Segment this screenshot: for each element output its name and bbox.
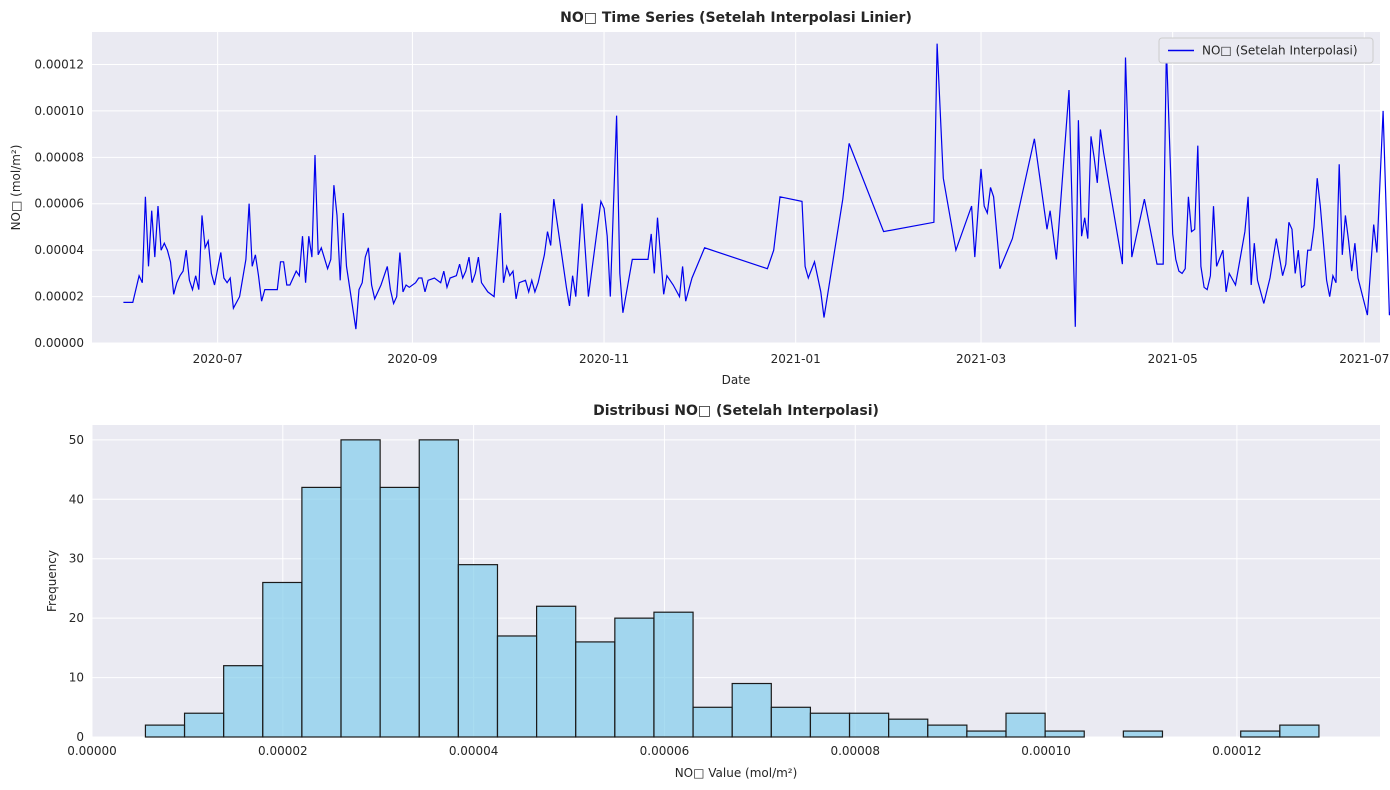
x-tick-label: 2020-09: [387, 352, 437, 366]
y-tick-label: 0.00000: [34, 336, 84, 350]
time-series-line: [123, 43, 1390, 330]
x-tick-label: 0.00000: [67, 744, 117, 758]
time-series-ticks: 0.00000 0.00002 0.00004 0.00006 0.00008 0.000…: [34, 57, 1389, 366]
x-tick-label: 0.00006: [640, 744, 690, 758]
time-series-title: NO□ Time Series (Setelah Interpolasi Lin…: [560, 10, 912, 26]
y-tick-label: 0.00012: [34, 57, 84, 71]
histogram-bar: [575, 641, 616, 738]
histogram-y-label: Frequency: [45, 550, 59, 612]
histogram-bar: [927, 724, 968, 738]
x-tick-label: 2021-01: [771, 352, 821, 366]
x-tick-label: 2020-07: [193, 352, 243, 366]
x-tick-label: 2021-07: [1339, 352, 1389, 366]
histogram-bar: [379, 486, 420, 738]
y-tick-label: 0.00004: [34, 243, 84, 257]
histogram-bar: [1240, 730, 1281, 738]
time-series-grid: [92, 32, 1380, 344]
histogram-bar: [183, 712, 225, 738]
histogram-bar: [144, 724, 186, 738]
histogram-bar: [1122, 730, 1164, 738]
histogram-bar: [1044, 730, 1085, 738]
x-tick-label: 0.00010: [1021, 744, 1071, 758]
legend-label: NO□ (Setelah Interpolasi): [1202, 44, 1358, 58]
histogram-bar: [535, 605, 577, 738]
histogram-bar: [731, 682, 772, 738]
histogram-bar: [653, 611, 694, 738]
histogram-bar: [418, 439, 459, 738]
y-tick-label: 0.00010: [34, 104, 84, 118]
histogram-bar: [809, 712, 851, 738]
time-series-chart: 0.00000 0.00002 0.00004 0.00006 0.00008 0.000…: [9, 10, 1390, 387]
histogram-bar: [1005, 712, 1046, 738]
y-tick-label: 10: [69, 671, 84, 685]
histogram-bar: [301, 486, 342, 738]
y-tick-label: 0: [76, 730, 84, 744]
histogram-bar: [692, 706, 733, 738]
y-tick-label: 50: [69, 433, 84, 447]
histogram-bar: [848, 712, 890, 738]
y-tick-label: 40: [69, 492, 84, 506]
histogram-bar: [770, 706, 812, 738]
y-tick-label: 0.00002: [34, 290, 84, 304]
histogram-bar: [966, 730, 1007, 738]
time-series-x-label: Date: [722, 373, 751, 387]
x-tick-label: 2021-03: [956, 352, 1006, 366]
legend-box: [1158, 37, 1374, 64]
x-tick-label: 2021-05: [1148, 352, 1198, 366]
legend: NO□ (Setelah Interpolasi): [1158, 37, 1374, 64]
histogram-x-label: NO□ Value (mol/m²): [675, 766, 798, 780]
histogram-bars: [144, 439, 1320, 738]
y-tick-label: 0.00006: [34, 197, 84, 211]
histogram-ticks: 0 10 20 30 40 50 0.00000 0.00002 0.00004 0.00006 0…: [67, 433, 1262, 758]
histogram-bar: [1279, 724, 1320, 738]
y-tick-label: 0.00008: [34, 150, 84, 164]
time-series-y-label: NO□ (mol/m²): [9, 145, 23, 231]
histogram-bar: [496, 635, 538, 738]
histogram-bar: [888, 718, 929, 738]
histogram-bar: [457, 564, 499, 738]
histogram-bar: [223, 665, 264, 738]
histogram-bar: [262, 581, 303, 738]
histogram-title: Distribusi NO□ (Setelah Interpolasi): [593, 403, 879, 419]
x-tick-label: 0.00004: [449, 744, 499, 758]
x-tick-label: 0.00002: [258, 744, 308, 758]
x-tick-label: 2020-11: [579, 352, 629, 366]
histogram-bar: [340, 439, 381, 738]
y-tick-label: 20: [69, 611, 84, 625]
x-tick-label: 0.00012: [1212, 744, 1262, 758]
histogram-bar: [614, 617, 655, 738]
x-tick-label: 0.00008: [830, 744, 880, 758]
histogram-chart: 0 10 20 30 40 50 0.00000 0.00002 0.00004 0.00006 0…: [45, 403, 1380, 780]
y-tick-label: 30: [69, 552, 84, 566]
